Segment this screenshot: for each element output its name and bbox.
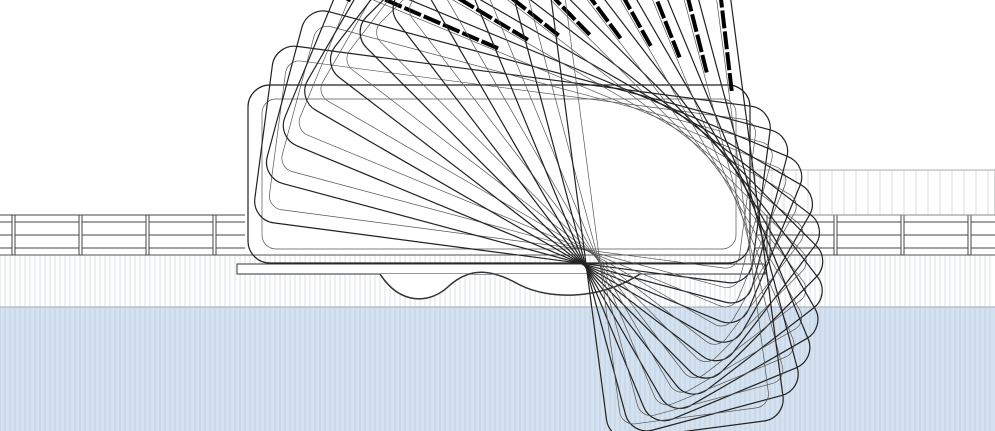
frame-inner	[320, 0, 797, 327]
base-curve	[379, 271, 641, 300]
rail-post	[145, 214, 150, 256]
rail-post	[833, 214, 838, 256]
base-plate	[236, 263, 766, 275]
right-building	[754, 169, 995, 216]
frame-inner	[269, 60, 756, 269]
frame-inner	[444, 0, 803, 393]
frame-inner	[521, 0, 784, 416]
rotating-frames	[247, 0, 824, 431]
frame-inner	[281, 25, 773, 288]
frame-inner	[346, 0, 804, 345]
rail-post	[11, 214, 16, 256]
frame-inner	[409, 0, 807, 379]
rail-post	[900, 214, 905, 256]
rail-post	[78, 214, 83, 256]
frame-inner	[560, 0, 769, 425]
frame	[545, 0, 784, 431]
frame-inner	[298, 0, 787, 308]
frame-outer	[545, 0, 784, 431]
frame-inner	[261, 98, 737, 250]
railing	[0, 214, 995, 256]
frame-inner	[376, 0, 807, 363]
truss	[559, 0, 654, 49]
rail-post	[967, 214, 972, 256]
water	[0, 307, 995, 431]
rail-post	[212, 214, 217, 256]
frame-inner	[482, 0, 795, 406]
building-lines	[759, 170, 989, 215]
